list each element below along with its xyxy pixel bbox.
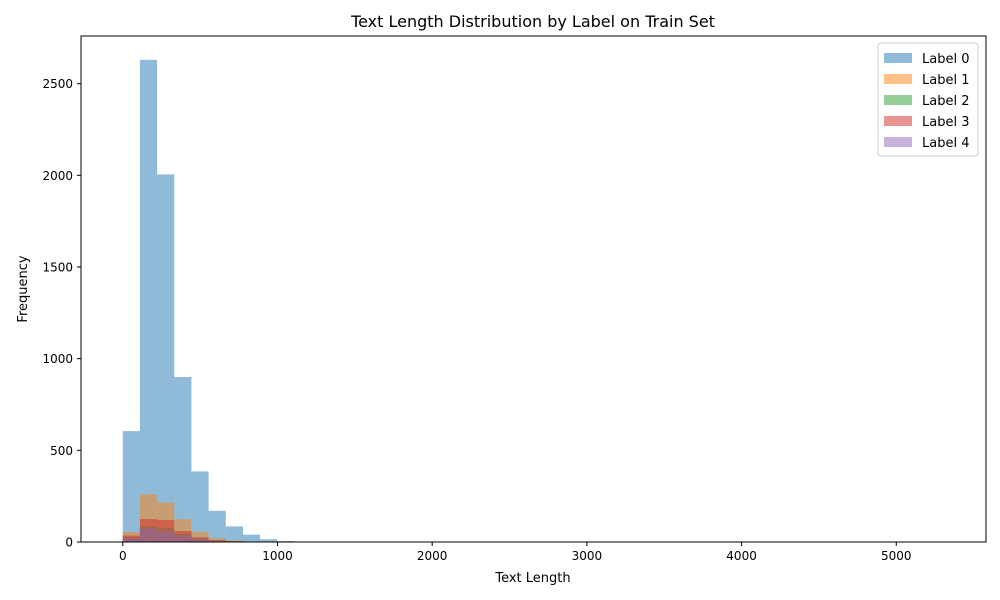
bar-series-4-bin-2 bbox=[157, 531, 175, 542]
bar-series-4-bin-4 bbox=[191, 539, 209, 542]
bar-series-1-bin-5 bbox=[208, 538, 226, 542]
bar-series-0-bin-3 bbox=[174, 377, 192, 542]
legend: Label 0 Label 1 Label 2 Label 3 Label 4 bbox=[877, 42, 979, 157]
legend-label: Label 2 bbox=[922, 94, 969, 109]
bar-series-4-bin-3 bbox=[174, 535, 192, 542]
x-tick-label: 0 bbox=[119, 549, 127, 563]
bar-series-4-bin-0 bbox=[122, 538, 140, 542]
bar-series-0-bin-5 bbox=[208, 510, 226, 542]
legend-label: Label 4 bbox=[922, 136, 969, 151]
bar-series-0-bin-4 bbox=[191, 471, 209, 542]
y-tick-label: 0 bbox=[65, 536, 73, 550]
legend-swatch bbox=[884, 74, 912, 84]
legend-label: Label 3 bbox=[922, 115, 969, 130]
x-axis-label: Text Length bbox=[494, 571, 570, 586]
x-tick-label: 1000 bbox=[262, 549, 293, 563]
histogram-bars bbox=[122, 59, 312, 543]
legend-label: Label 0 bbox=[922, 52, 969, 67]
bar-series-0-bin-6 bbox=[225, 526, 243, 542]
legend-swatch bbox=[884, 53, 912, 63]
chart-title: Text Length Distribution by Label on Tra… bbox=[350, 12, 715, 31]
bar-series-0-bin-2 bbox=[157, 174, 175, 543]
bar-series-1-bin-6 bbox=[225, 540, 243, 542]
legend-swatch bbox=[884, 137, 912, 147]
legend-box bbox=[877, 42, 979, 157]
y-tick-label: 1000 bbox=[42, 352, 73, 366]
legend-label: Label 1 bbox=[922, 73, 969, 88]
plot-frame bbox=[80, 35, 987, 543]
bar-series-1-bin-4 bbox=[191, 531, 209, 542]
y-tick-label: 1500 bbox=[42, 261, 73, 275]
y-tick-label: 500 bbox=[50, 444, 73, 458]
x-tick-label: 4000 bbox=[726, 549, 757, 563]
bar-series-0-bin-0 bbox=[122, 431, 140, 542]
y-tick-label: 2500 bbox=[42, 77, 73, 91]
x-tick-label: 5000 bbox=[881, 549, 912, 563]
y-tick-label: 2000 bbox=[42, 169, 73, 183]
bar-series-4-bin-1 bbox=[139, 528, 158, 542]
bar-series-0-bin-7 bbox=[242, 534, 261, 542]
legend-swatch bbox=[884, 95, 912, 105]
legend-swatch bbox=[884, 116, 912, 126]
x-tick-label: 2000 bbox=[417, 549, 448, 563]
x-axis-ticks: 0 1000 2000 3000 4000 5000 bbox=[119, 542, 912, 563]
y-axis-label: Frequency bbox=[16, 255, 31, 322]
bar-series-4-bin-5 bbox=[208, 540, 226, 542]
x-tick-label: 3000 bbox=[572, 549, 603, 563]
bar-series-0-bin-1 bbox=[139, 59, 158, 542]
y-axis-ticks: 0 500 1000 1500 2000 2500 bbox=[42, 77, 81, 550]
bar-series-0-bin-8 bbox=[260, 539, 278, 542]
